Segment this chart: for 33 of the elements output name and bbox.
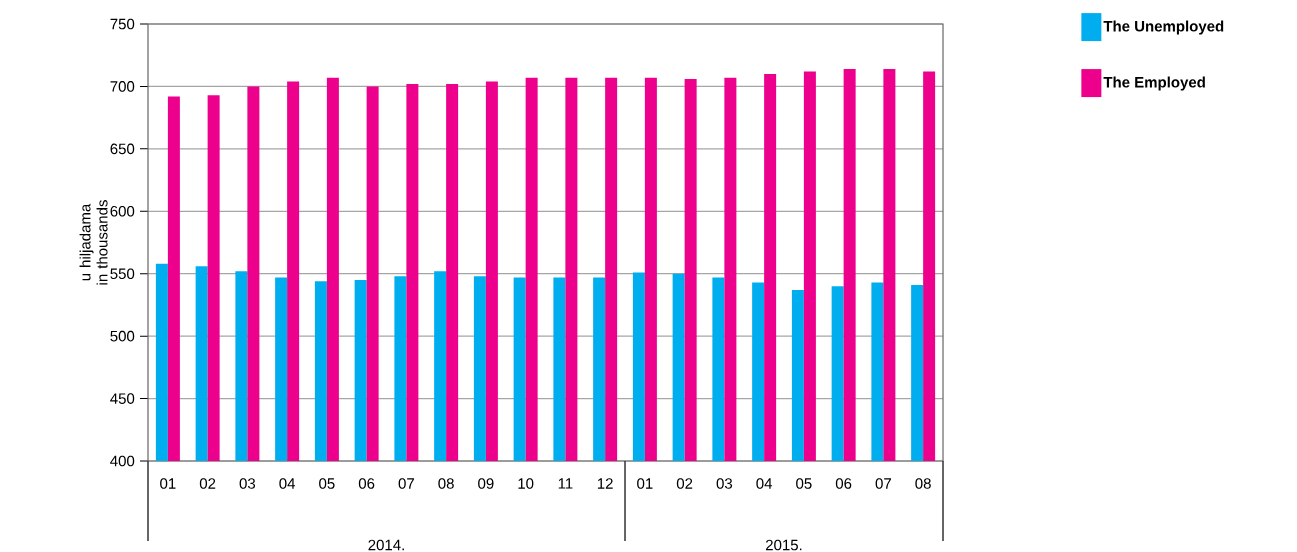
x-tick-label: 07 bbox=[875, 478, 891, 489]
x-tick-label: 02 bbox=[199, 478, 216, 489]
y-tick-label: 500 bbox=[110, 330, 135, 342]
x-tick-label: 05 bbox=[796, 478, 812, 489]
x-tick-label: 08 bbox=[915, 478, 931, 489]
text: 2014. bbox=[368, 539, 404, 551]
x-tick-label: 07 bbox=[398, 478, 414, 489]
y-tick-label: 650 bbox=[110, 143, 135, 155]
x-tick-label: 01 bbox=[160, 478, 176, 489]
x-tick-label: 03 bbox=[239, 478, 256, 489]
x-tick-label: 08 bbox=[438, 478, 454, 489]
x-tick-label: 01 bbox=[637, 478, 653, 489]
y-axis-title: u hiljadama in thousands bbox=[79, 200, 108, 285]
y-tick-label: 400 bbox=[110, 455, 135, 467]
x-tick-label: 05 bbox=[319, 478, 335, 489]
y-tick-label: 750 bbox=[110, 18, 135, 30]
y-tick-label: 550 bbox=[110, 268, 135, 280]
x-tick-label: 06 bbox=[835, 478, 852, 489]
x-tick-label: 03 bbox=[716, 478, 733, 489]
text: 2015. bbox=[765, 539, 802, 551]
x-tick-label: 04 bbox=[279, 478, 296, 489]
x-tick-label: 09 bbox=[478, 478, 494, 489]
y-tick-label: 700 bbox=[110, 81, 135, 92]
x-tick-label: 06 bbox=[358, 478, 375, 489]
x-tick-label: 11 bbox=[558, 478, 573, 489]
x-tick-label: 12 bbox=[597, 478, 613, 489]
x-tick-label: 02 bbox=[676, 478, 693, 489]
legend-label: The Unemployed bbox=[1103, 20, 1224, 35]
x-tick-label: 10 bbox=[518, 478, 534, 489]
y-tick-label: 600 bbox=[110, 205, 135, 217]
legend-label: The Employed bbox=[1103, 76, 1205, 91]
y-tick-label: 450 bbox=[110, 393, 135, 404]
x-tick-label: 04 bbox=[756, 478, 773, 489]
